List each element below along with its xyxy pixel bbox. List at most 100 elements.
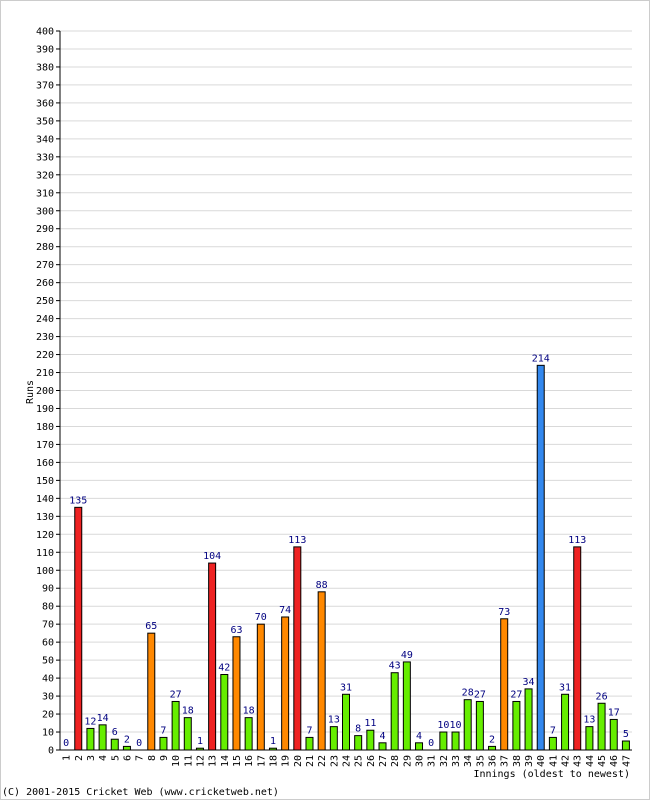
y-axis-ticks: 0 10 20 30 40 50 60 70 80 90 100 110 120 130 140 150 160…: [36, 27, 60, 757]
bar: [463, 699, 472, 751]
bar: [110, 738, 119, 751]
bar-value-label: 1: [270, 736, 276, 747]
bar: [439, 731, 448, 751]
bar: [366, 729, 375, 751]
bar-value-label: 135: [69, 495, 87, 506]
bar-value-label: 14: [97, 713, 109, 724]
x-tick-label: 13: [208, 755, 219, 767]
x-tick-label: 9: [159, 755, 170, 761]
bar-value-label: 4: [379, 731, 385, 742]
bar: [512, 700, 521, 751]
bar: [415, 742, 424, 751]
y-tick-label: 150: [36, 476, 54, 487]
y-tick-label: 360: [36, 98, 54, 109]
x-tick-label: 42: [561, 755, 572, 767]
bar: [561, 693, 570, 751]
y-tick-label: 250: [36, 296, 54, 307]
bar: [208, 562, 217, 751]
bar-value-label: 8: [355, 724, 361, 735]
y-tick-label: 160: [36, 458, 54, 469]
x-tick-label: 32: [439, 755, 450, 767]
y-tick-label: 170: [36, 440, 54, 451]
y-tick-label: 110: [36, 548, 54, 559]
bar-value-label: 43: [389, 661, 401, 672]
y-tick-label: 380: [36, 62, 54, 73]
y-tick-label: 350: [36, 116, 54, 127]
x-tick-label: 8: [147, 755, 158, 761]
y-tick-label: 220: [36, 350, 54, 361]
bars-group: [74, 364, 630, 751]
x-tick-label: 30: [415, 755, 426, 767]
bar: [597, 702, 606, 751]
x-tick-label: 40: [536, 755, 547, 767]
bar-value-label: 11: [364, 718, 376, 729]
y-tick-label: 80: [42, 602, 54, 613]
x-tick-label: 15: [232, 755, 243, 767]
x-tick-label: 20: [293, 755, 304, 767]
y-tick-label: 280: [36, 242, 54, 253]
bar: [220, 674, 229, 751]
y-tick-label: 310: [36, 188, 54, 199]
x-tick-label: 47: [621, 755, 632, 767]
y-tick-label: 340: [36, 134, 54, 145]
x-tick-label: 22: [317, 755, 328, 767]
x-tick-label: 19: [281, 755, 292, 767]
bar: [621, 740, 630, 751]
y-tick-label: 300: [36, 206, 54, 217]
x-tick-label: 36: [488, 755, 499, 767]
grid-lines: [60, 30, 632, 733]
bar: [86, 727, 95, 751]
y-tick-label: 270: [36, 260, 54, 271]
bar-value-label: 1: [197, 736, 203, 747]
x-tick-label: 24: [342, 755, 353, 767]
bar: [548, 736, 557, 751]
bar-value-label: 31: [559, 682, 571, 693]
bar-value-label: 4: [416, 731, 422, 742]
x-tick-label: 33: [451, 755, 462, 767]
x-tick-label: 28: [390, 755, 401, 767]
bar: [305, 736, 314, 751]
bar-value-label: 74: [279, 605, 291, 616]
y-tick-label: 20: [42, 710, 54, 721]
x-tick-label: 12: [195, 755, 206, 767]
y-tick-label: 210: [36, 368, 54, 379]
bar-value-label: 113: [568, 535, 586, 546]
bar-value-label: 10: [437, 720, 449, 731]
bar-value-label: 7: [306, 725, 312, 736]
y-tick-label: 290: [36, 224, 54, 235]
bar-value-label: 28: [462, 688, 474, 699]
y-tick-label: 330: [36, 152, 54, 163]
bar-value-label: 34: [523, 677, 535, 688]
bar: [354, 735, 363, 751]
bar-value-label: 2: [124, 734, 130, 745]
bar: [609, 718, 618, 751]
bar-value-label: 0: [63, 738, 69, 749]
y-tick-label: 60: [42, 638, 54, 649]
bar-value-label: 7: [550, 725, 556, 736]
bar-value-label: 113: [288, 535, 306, 546]
y-tick-label: 390: [36, 44, 54, 55]
bar-value-label: 13: [583, 715, 595, 726]
bar-value-label: 18: [182, 706, 194, 717]
bar-value-label: 17: [608, 707, 620, 718]
x-tick-label: 3: [86, 755, 97, 761]
bar-value-label: 73: [498, 607, 510, 618]
bar: [573, 546, 582, 751]
x-tick-label: 5: [110, 755, 121, 761]
bar: [244, 717, 253, 751]
bar: [232, 636, 241, 751]
x-tick-label: 38: [512, 755, 523, 767]
y-tick-label: 50: [42, 656, 54, 667]
x-tick-label: 1: [62, 755, 73, 761]
bar-value-label: 18: [243, 706, 255, 717]
x-tick-label: 18: [268, 755, 279, 767]
bar-value-label: 26: [596, 691, 608, 702]
y-tick-label: 40: [42, 674, 54, 685]
x-tick-label: 29: [402, 755, 413, 767]
bar-value-label: 6: [112, 727, 118, 738]
bar-value-label: 31: [340, 682, 352, 693]
bar: [147, 632, 156, 751]
bar: [390, 672, 399, 751]
x-tick-label: 11: [183, 755, 194, 767]
